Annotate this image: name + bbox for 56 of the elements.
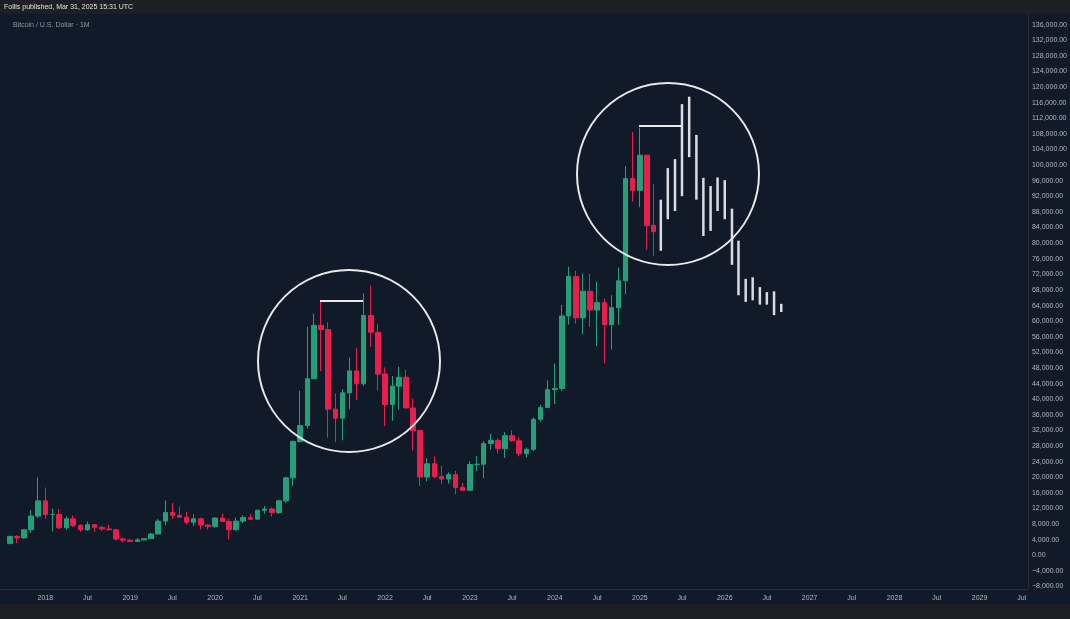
candlestick: [354, 347, 359, 401]
candlestick: [269, 506, 275, 517]
candlestick: [587, 273, 593, 328]
candlestick: [177, 506, 182, 519]
bar: [744, 278, 747, 302]
bar: [702, 177, 705, 236]
candlestick: [602, 298, 607, 365]
candlestick: [340, 388, 345, 441]
bar: [716, 177, 719, 211]
candlestick: [637, 127, 643, 208]
bar: [780, 303, 783, 313]
candlestick: [50, 508, 55, 533]
candlestick: [545, 379, 550, 409]
candlestick: [56, 508, 62, 530]
candlestick: [439, 465, 444, 485]
candlestick: [7, 535, 13, 546]
candlestick: [248, 513, 253, 521]
candlestick: [43, 487, 48, 520]
candlestick: [502, 431, 508, 459]
candlestick: [184, 511, 189, 526]
candlestick: [460, 482, 465, 492]
candlestick: [85, 521, 90, 532]
candlestick: [70, 515, 76, 528]
candlestick: [524, 446, 529, 459]
candlestick: [424, 457, 430, 482]
candlestick: [191, 513, 196, 527]
candlestick: [531, 416, 536, 452]
candlestick: [64, 515, 69, 531]
candlestick: [538, 404, 543, 423]
candlestick: [453, 470, 458, 495]
candlestick: [580, 273, 586, 335]
bar: [709, 186, 712, 231]
candlestick: [488, 433, 494, 451]
bar: [737, 240, 740, 296]
candlestick: [609, 294, 614, 350]
candlestick: [623, 165, 628, 295]
candlestick: [212, 516, 218, 529]
candlestick: [495, 437, 501, 455]
candlestick: [78, 523, 83, 533]
candlestick: [432, 455, 437, 479]
candlestick: [347, 357, 352, 410]
candlestick: [255, 509, 260, 521]
candlestick: [92, 523, 97, 533]
candlestick: [14, 534, 20, 544]
candlestick: [163, 499, 168, 526]
candlestick: [616, 267, 621, 326]
candlestick: [573, 270, 579, 325]
candlestick: [333, 393, 338, 443]
bar: [751, 277, 754, 301]
candlestick: [170, 502, 175, 520]
candlestick: [361, 292, 366, 387]
candlestick: [262, 505, 267, 515]
candlestick: [594, 281, 600, 347]
candlestick: [446, 471, 451, 485]
bar: [695, 134, 698, 200]
candlestick: [630, 131, 635, 203]
